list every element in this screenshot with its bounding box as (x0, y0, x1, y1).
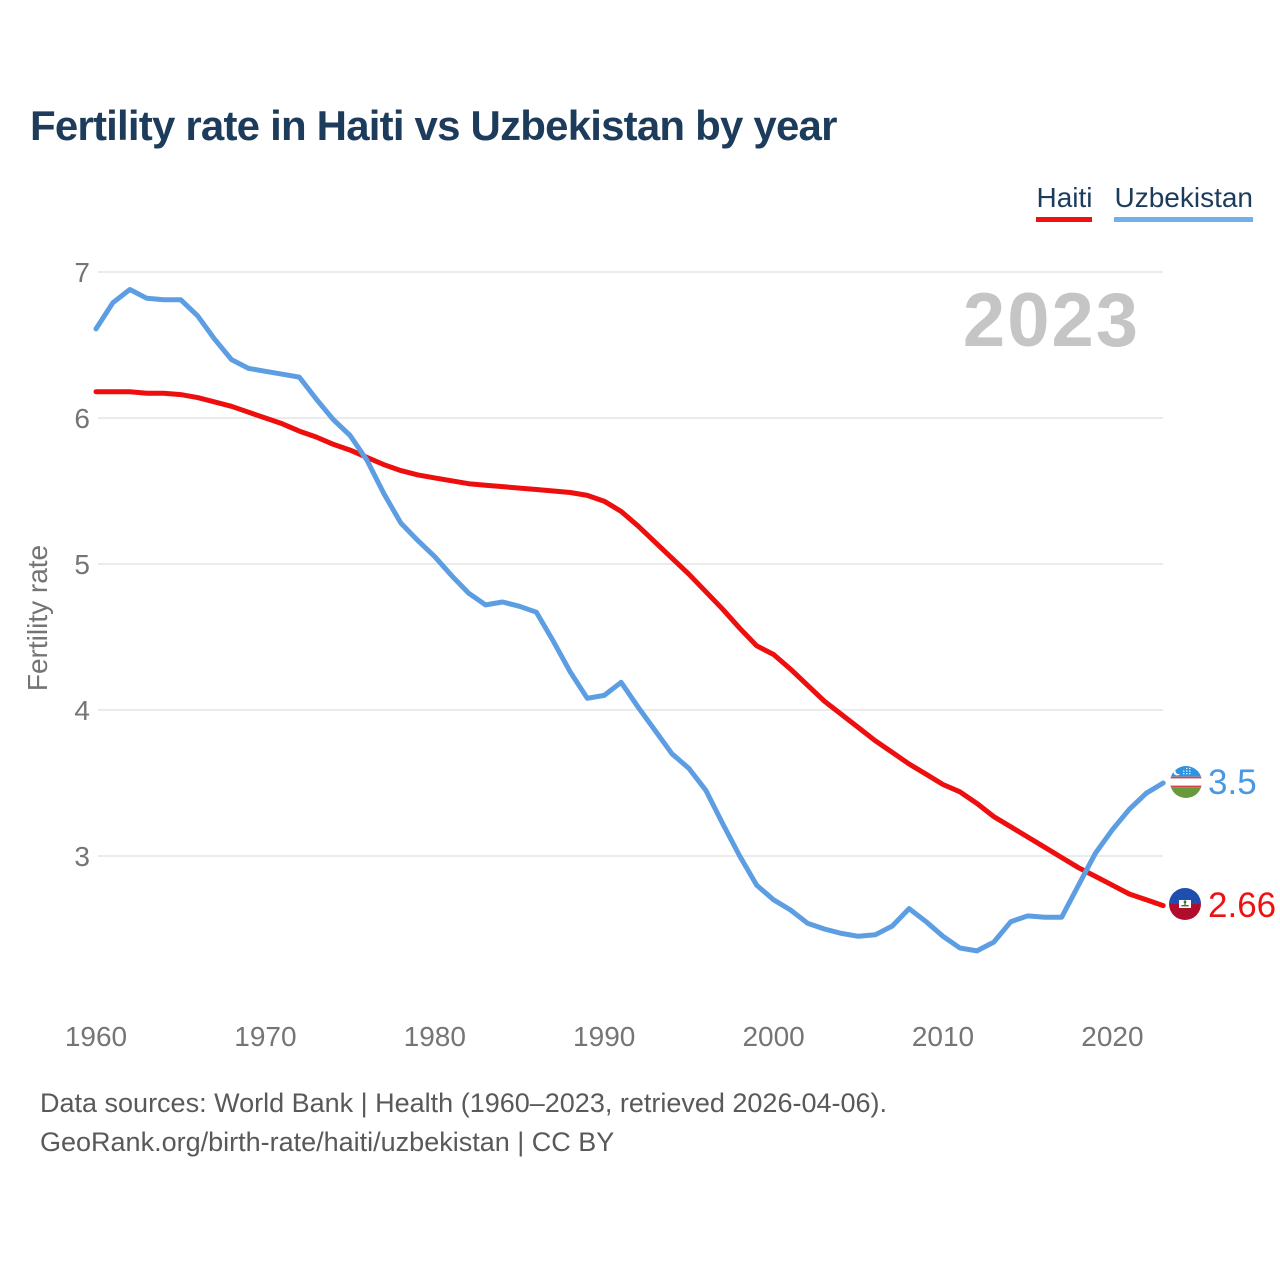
footer: Data sources: World Bank | Health (1960–… (40, 1084, 887, 1162)
legend-label-uzbekistan: Uzbekistan (1114, 182, 1253, 213)
series-lines (93, 287, 1166, 954)
uzbekistan-end-value: 3.5 (1208, 763, 1257, 802)
legend-swatch-uzbekistan (1114, 217, 1253, 223)
watermark-year: 2023 (963, 278, 1140, 363)
x-tick-2020: 2020 (1081, 1021, 1143, 1052)
x-axis-tick-labels: 1960 1970 1980 1990 2000 2010 2020 (65, 1021, 1144, 1052)
footer-attribution[interactable]: GeoRank.org/birth-rate/haiti/uzbekistan … (40, 1127, 615, 1157)
x-tick-1990: 1990 (573, 1021, 635, 1052)
x-tick-1970: 1970 (234, 1021, 296, 1052)
y-tick-6: 6 (74, 403, 90, 434)
page-title: Fertility rate in Haiti vs Uzbekistan by… (30, 102, 837, 149)
legend-swatch-haiti (1036, 217, 1093, 223)
x-tick-1980: 1980 (404, 1021, 466, 1052)
y-tick-5: 5 (74, 549, 90, 580)
x-tick-1960: 1960 (65, 1021, 127, 1052)
legend-item-uzbekistan[interactable]: Uzbekistan (1114, 182, 1253, 223)
haiti-end-value: 2.66 (1208, 886, 1276, 925)
haiti-line (93, 389, 1166, 909)
legend-item-haiti[interactable]: Haiti (1036, 182, 1093, 223)
uzbekistan-line (93, 287, 1166, 954)
x-tick-2000: 2000 (742, 1021, 804, 1052)
gridlines (98, 271, 1163, 857)
chart-legend: Haiti Uzbekistan (1036, 182, 1253, 223)
y-tick-7: 7 (74, 257, 90, 288)
y-tick-3: 3 (74, 841, 90, 872)
y-tick-4: 4 (74, 695, 90, 726)
legend-label-haiti: Haiti (1036, 182, 1093, 213)
y-axis-tick-labels: 7 6 5 4 3 (74, 257, 90, 872)
y-axis-title: Fertility rate (22, 545, 53, 691)
haiti-flag-icon (1169, 888, 1201, 920)
footer-sources: Data sources: World Bank | Health (1960–… (40, 1088, 887, 1118)
uzbekistan-flag-icon (1170, 766, 1202, 798)
x-tick-2010: 2010 (912, 1021, 974, 1052)
